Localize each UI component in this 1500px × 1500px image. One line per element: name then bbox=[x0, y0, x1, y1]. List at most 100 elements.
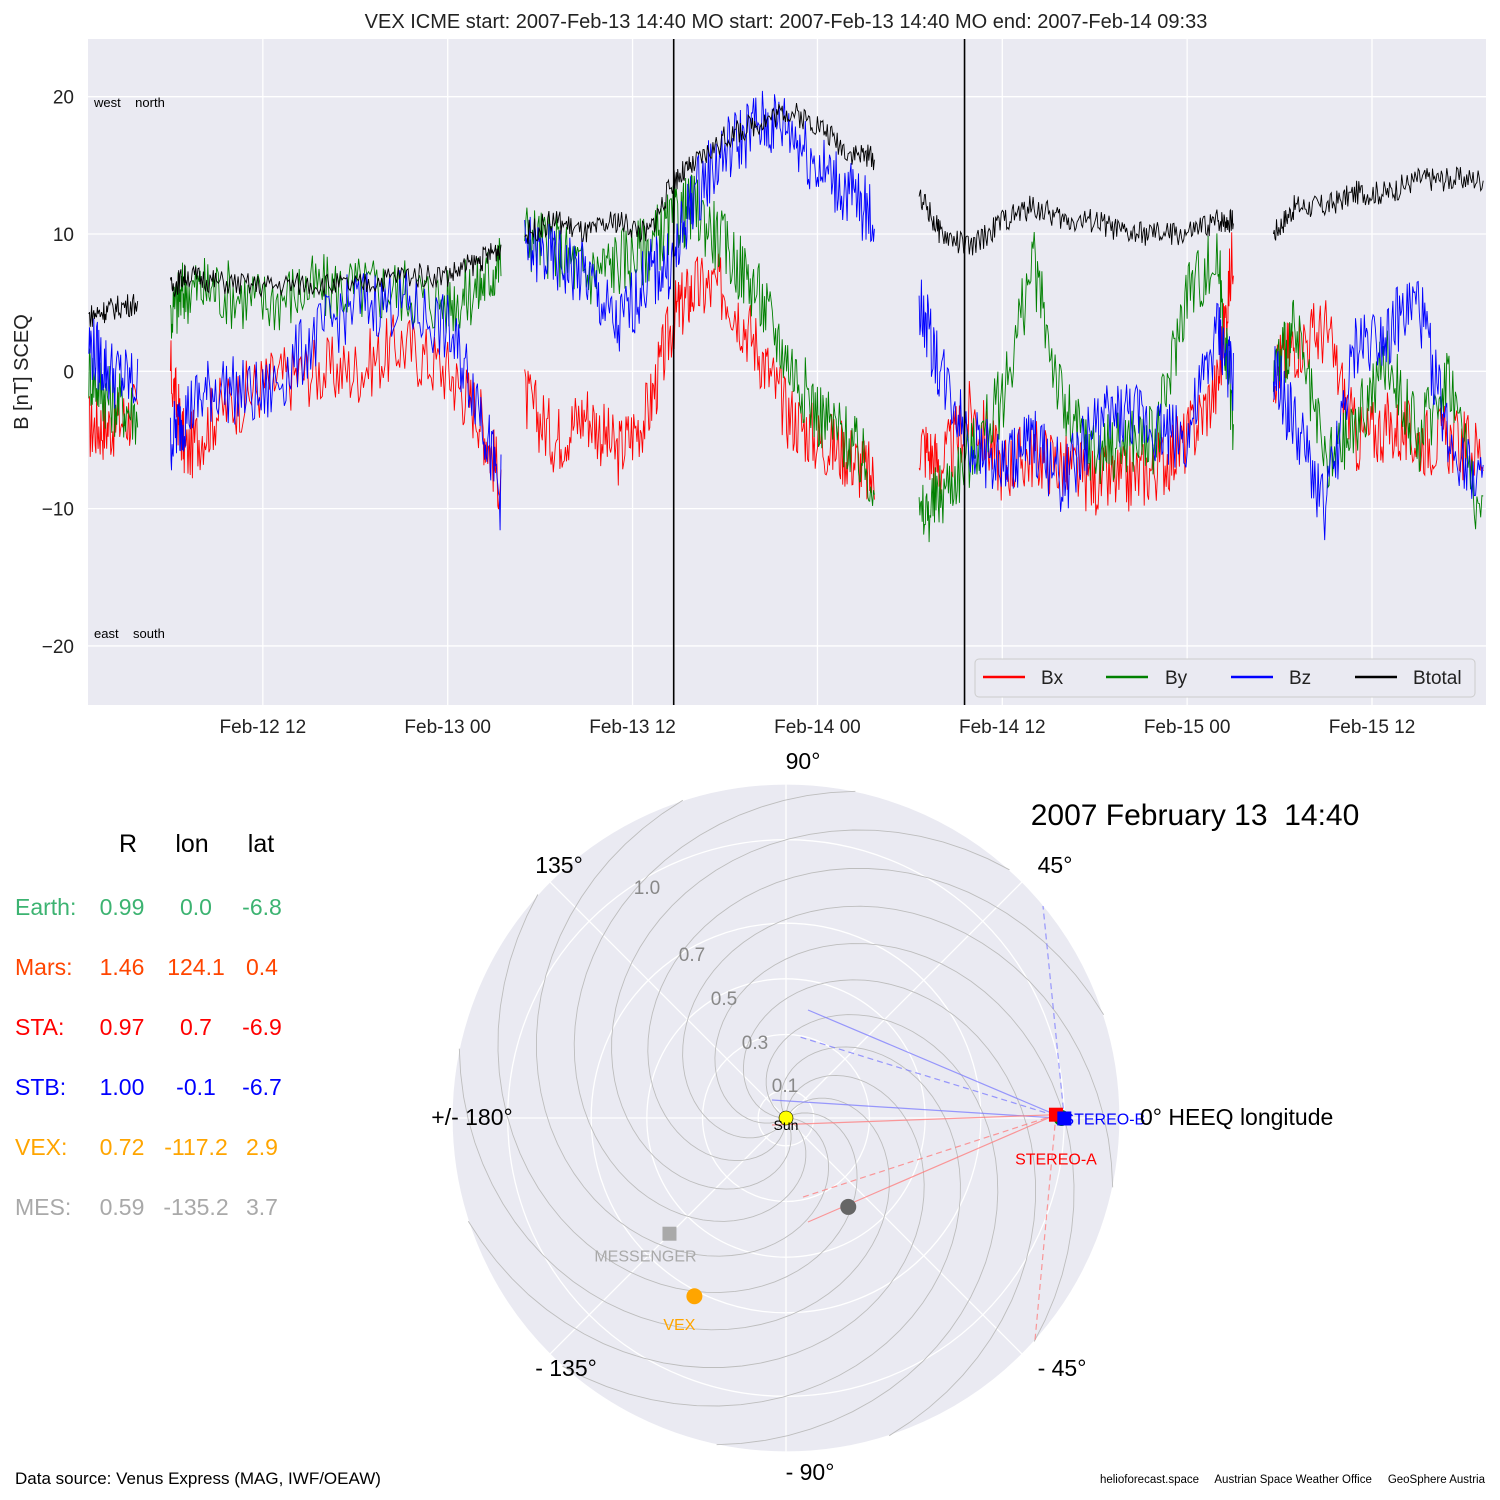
event-boundary-lines bbox=[672, 39, 966, 705]
stereo-a-fov-line bbox=[771, 1114, 1056, 1126]
stereo-b-fov-line bbox=[1042, 905, 1065, 1119]
x-tick-label: Feb-13 12 bbox=[589, 717, 676, 738]
parker-spiral bbox=[682, 905, 1114, 1188]
x-tick-label: Feb-13 00 bbox=[404, 717, 491, 738]
radial-tick-label: 1.0 bbox=[634, 878, 660, 899]
credits-footer: helioforecast.space Austrian Space Weath… bbox=[1099, 1474, 1485, 1486]
table-cell-lat: 3.7 bbox=[246, 1194, 278, 1220]
table-cell-lat: 0.4 bbox=[246, 954, 278, 980]
angle-label-a0: 0° HEEQ longitude bbox=[1140, 1104, 1333, 1130]
timeseries-tick-labels: −20 −10 0 10 20 Feb-12 12 Feb-13 00 Feb-13 12 Fe… bbox=[42, 88, 1416, 738]
angle-label-am90: - 90° bbox=[786, 1459, 835, 1485]
table-row-name: STB: bbox=[15, 1074, 67, 1100]
y-tick-label: 10 bbox=[53, 225, 74, 246]
y-tick-label: −10 bbox=[42, 500, 74, 521]
parker-spiral bbox=[647, 868, 1105, 1162]
table-cell-lat: -6.7 bbox=[242, 1074, 282, 1100]
angle-gridline bbox=[549, 881, 787, 1119]
angle-label-a90: 90° bbox=[786, 748, 821, 774]
table-header: R bbox=[118, 830, 138, 858]
table-header: lon bbox=[175, 830, 209, 858]
radial-tick-label: 0.5 bbox=[711, 989, 737, 1010]
stereo-a-fov-line bbox=[1034, 1114, 1057, 1341]
table-cell-lon: 124.1 bbox=[167, 954, 225, 980]
x-tick-label: Feb-12 12 bbox=[220, 717, 307, 738]
radial-tick-label: 0.7 bbox=[679, 945, 705, 966]
angle-gridline bbox=[785, 881, 1023, 1119]
parker-spiral bbox=[716, 1014, 999, 1446]
table-cell-r: 0.99 bbox=[99, 894, 145, 920]
parker-spirals bbox=[458, 790, 1114, 1446]
legend: Bx By Bz Btotal bbox=[974, 658, 1476, 698]
stereo-b-label: STEREO-B bbox=[1063, 1111, 1145, 1128]
y-tick-label: −20 bbox=[42, 637, 74, 658]
vex-marker bbox=[686, 1288, 703, 1305]
angle-label-a180: +/- 180° bbox=[431, 1104, 512, 1130]
timeseries-lines bbox=[88, 90, 1484, 543]
date-title: 2007 February 13 14:40 bbox=[1031, 799, 1360, 832]
table-cell-lon: 0.7 bbox=[180, 1014, 212, 1040]
series-line-bx bbox=[88, 232, 1484, 516]
series-line-btotal bbox=[88, 103, 1484, 327]
table-row-name: VEX: bbox=[15, 1134, 68, 1160]
parker-spiral bbox=[742, 979, 1036, 1437]
stereo-a-label: STEREO-A bbox=[1015, 1152, 1097, 1169]
timeseries-plot-area bbox=[88, 39, 1486, 705]
fov-lines bbox=[771, 905, 1065, 1341]
legend-label-btotal: Btotal bbox=[1413, 668, 1462, 689]
parker-spiral bbox=[458, 1048, 890, 1331]
table-cell-r: 1.46 bbox=[99, 954, 145, 980]
x-tick-label: Feb-14 12 bbox=[959, 717, 1046, 738]
table-cell-lat: -6.9 bbox=[242, 1014, 282, 1040]
parker-spiral bbox=[467, 1074, 925, 1368]
table-cell-r: 1.00 bbox=[99, 1074, 145, 1100]
table-cell-lon: -135.2 bbox=[163, 1194, 229, 1220]
table-row-name: MES: bbox=[15, 1194, 72, 1220]
stereo-b-fov-line bbox=[771, 1099, 1065, 1120]
figure-title: VEX ICME start: 2007-Feb-13 14:40 MO sta… bbox=[365, 11, 1208, 33]
radial-tick-label: 0.1 bbox=[772, 1076, 798, 1097]
table-cell-r: 0.59 bbox=[99, 1194, 145, 1220]
table-cell-lat: -6.8 bbox=[242, 894, 282, 920]
vex-label: VEX bbox=[663, 1317, 695, 1334]
table-cell-r: 0.72 bbox=[99, 1134, 145, 1160]
legend-label-bz: Bz bbox=[1289, 668, 1311, 689]
corner-label-bottom: east south bbox=[94, 626, 165, 641]
mercury-marker bbox=[840, 1198, 857, 1215]
polar-labels: Sun STEREO-A STEREO-B VEX MESSENGER 0.1 0.3 0.5… bbox=[431, 748, 1333, 1485]
series-line-bz bbox=[88, 90, 1484, 541]
x-tick-label: Feb-15 12 bbox=[1329, 717, 1416, 738]
radial-tick-label: 0.3 bbox=[742, 1033, 768, 1054]
table-cell-lon: -117.2 bbox=[164, 1134, 228, 1160]
legend-box bbox=[974, 658, 1476, 698]
table-header: lat bbox=[247, 830, 275, 858]
table-row-name: Earth: bbox=[15, 894, 77, 920]
parker-spiral bbox=[562, 1046, 961, 1407]
angle-gridline bbox=[785, 1117, 1023, 1355]
x-tick-label: Feb-14 00 bbox=[774, 717, 861, 738]
parker-spiral bbox=[573, 790, 856, 1222]
table-cell-lon: -0.1 bbox=[176, 1074, 216, 1100]
angle-label-a45: 45° bbox=[1038, 852, 1073, 878]
messenger-marker bbox=[662, 1226, 677, 1241]
parker-spiral bbox=[497, 894, 858, 1293]
legend-label-bx: Bx bbox=[1041, 668, 1064, 689]
table-row-name: Mars: bbox=[15, 954, 73, 980]
polar-bodies bbox=[662, 1107, 1072, 1305]
table-row-name: STA: bbox=[15, 1014, 65, 1040]
stereo-b-marker bbox=[1057, 1111, 1072, 1126]
x-tick-label: Feb-15 00 bbox=[1144, 717, 1231, 738]
sun-label: Sun bbox=[774, 1117, 799, 1133]
data-source-footer: Data source: Venus Express (MAG, IWF/OEA… bbox=[15, 1469, 381, 1488]
corner-label-top: west north bbox=[93, 95, 165, 110]
table-cell-r: 0.97 bbox=[99, 1014, 145, 1040]
stereo-b-fov-line bbox=[799, 1036, 1065, 1120]
messenger-label: MESSENGER bbox=[594, 1249, 696, 1266]
table-cell-lon: 0.0 bbox=[180, 894, 212, 920]
parker-spiral bbox=[536, 799, 830, 1257]
parker-spiral bbox=[611, 829, 1010, 1190]
legend-label-by: By bbox=[1165, 668, 1188, 689]
y-tick-label: 0 bbox=[63, 362, 74, 383]
angle-label-am135: - 135° bbox=[535, 1355, 597, 1381]
